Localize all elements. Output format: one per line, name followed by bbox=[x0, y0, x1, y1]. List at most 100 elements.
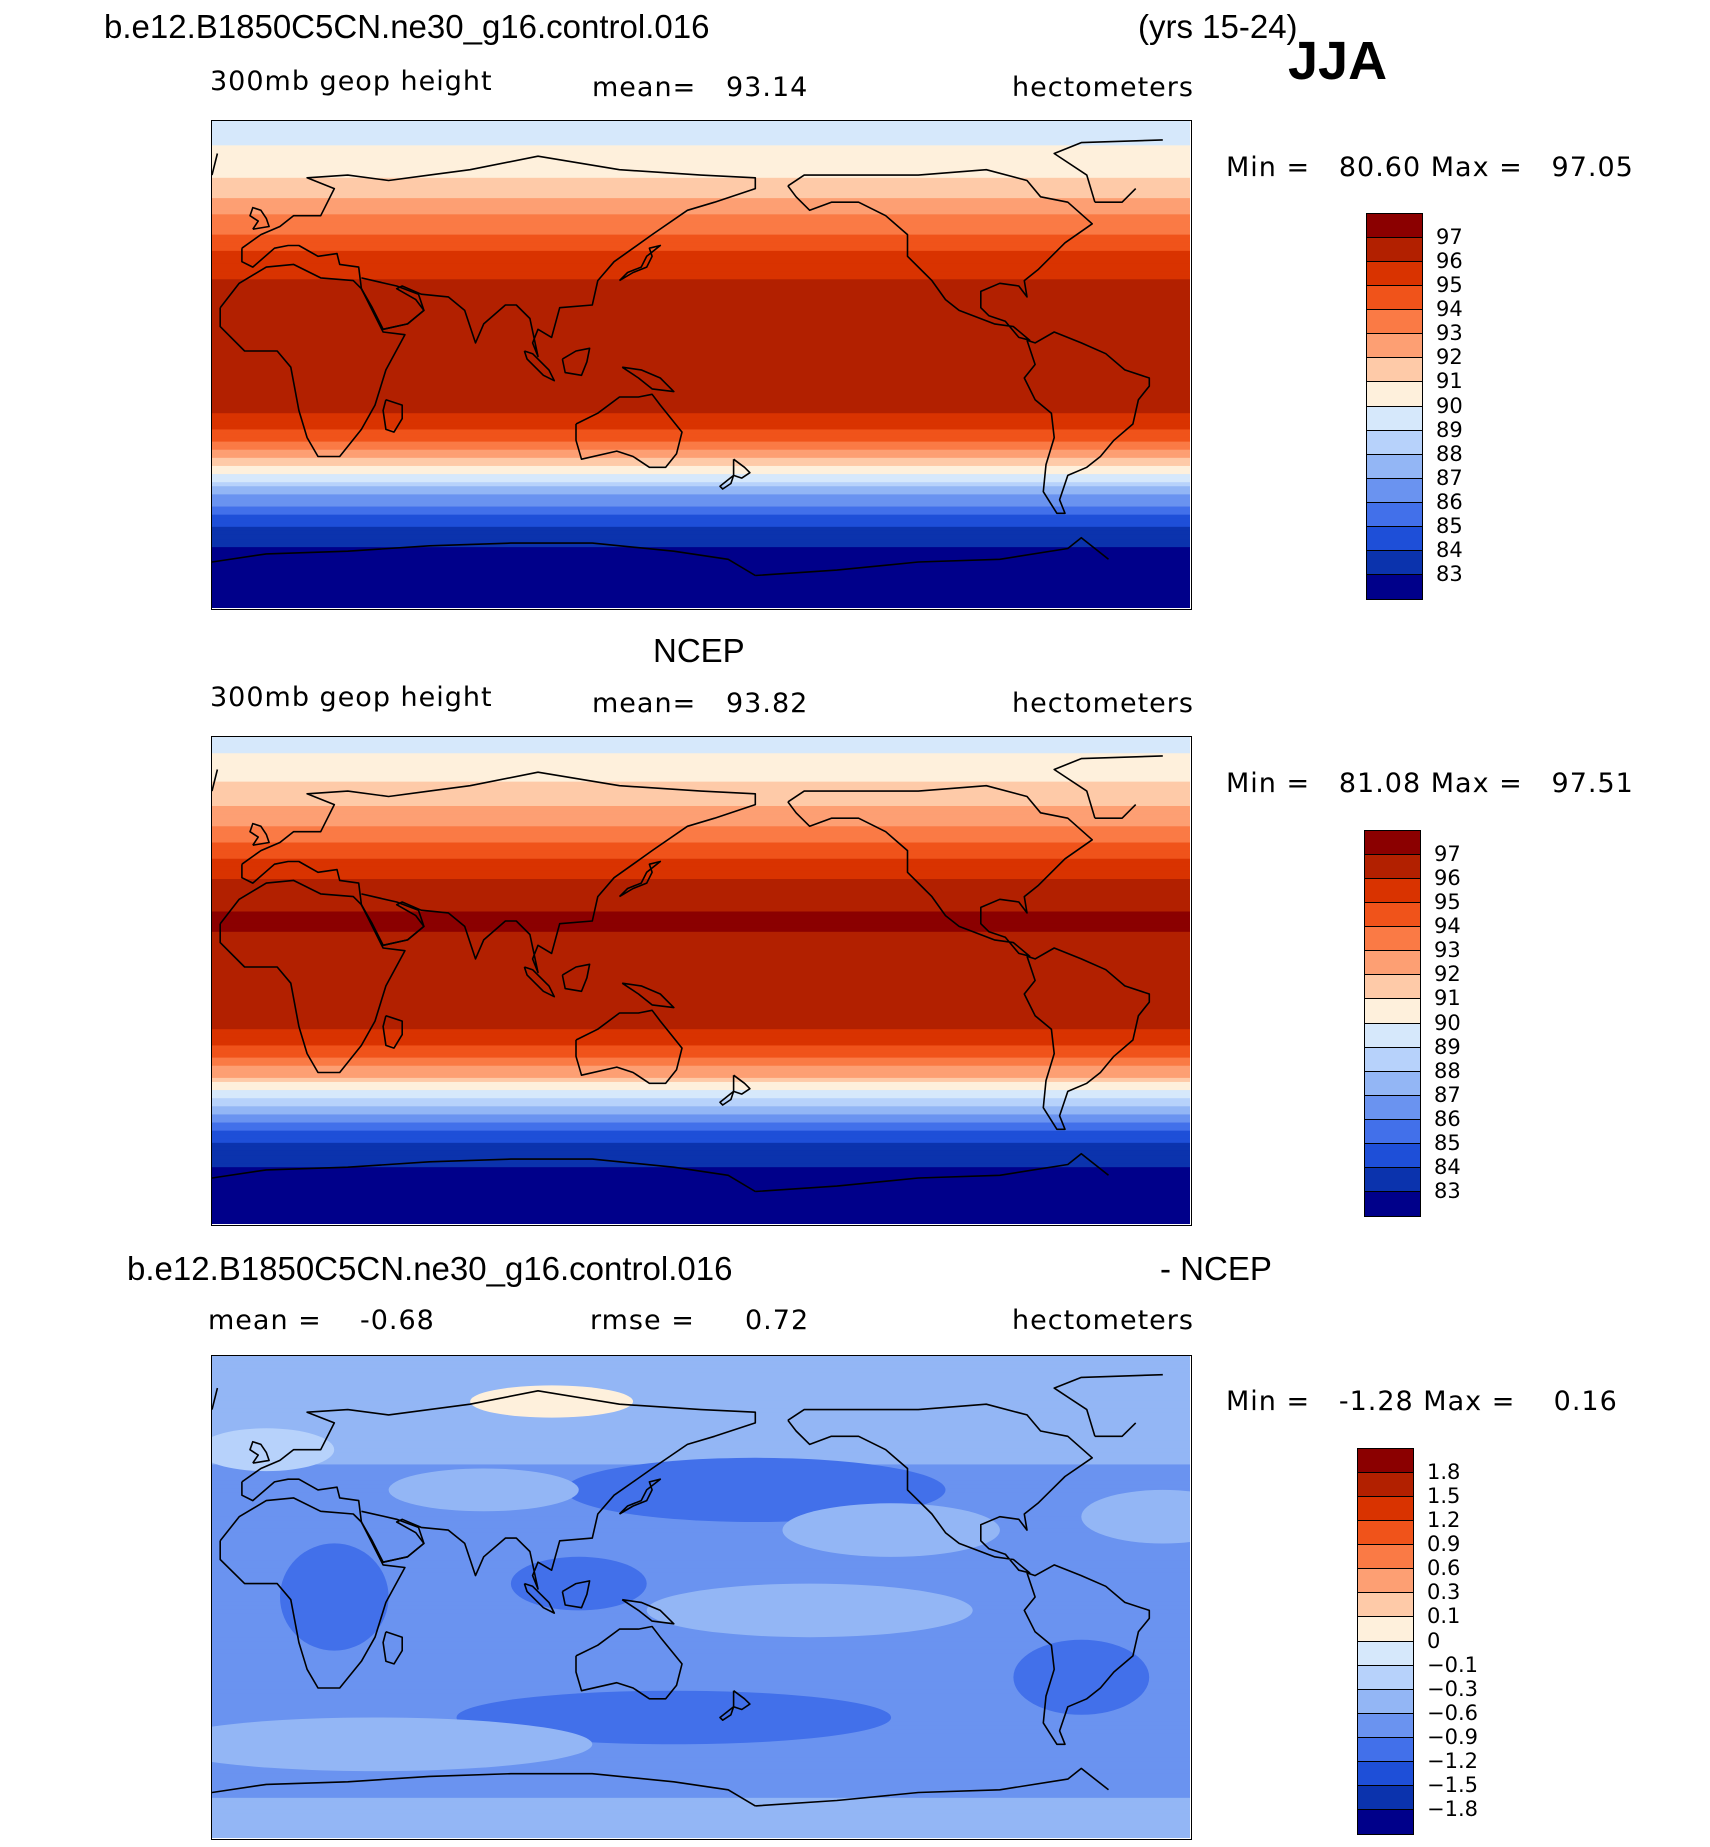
contour-band bbox=[212, 429, 1190, 435]
contour-band bbox=[212, 291, 1190, 297]
contour-band bbox=[212, 502, 1190, 508]
contour-band bbox=[212, 1179, 1190, 1185]
contour-band bbox=[212, 1077, 1190, 1083]
colorbar-cell bbox=[1365, 1191, 1420, 1216]
contour-band bbox=[212, 1793, 1190, 1799]
contour-band bbox=[212, 874, 1190, 880]
colorbar-tick-label: 95 bbox=[1434, 890, 1461, 915]
colorbar-cell bbox=[1358, 1521, 1413, 1546]
colorbar-tick-label: 90 bbox=[1434, 1010, 1461, 1035]
contour-band bbox=[212, 1440, 1190, 1445]
contour-region bbox=[280, 1543, 389, 1651]
contour-band bbox=[212, 518, 1190, 524]
colorbar-cell bbox=[1365, 999, 1420, 1024]
contour-band bbox=[212, 1785, 1190, 1791]
coastline bbox=[621, 982, 675, 1009]
contour-band bbox=[212, 903, 1190, 909]
coastline bbox=[212, 1152, 1109, 1193]
contour-band bbox=[212, 392, 1190, 398]
contour-band bbox=[212, 1825, 1190, 1831]
contour-band bbox=[212, 1219, 1190, 1224]
contour-band bbox=[212, 1094, 1190, 1099]
colorbar-tick-label: 91 bbox=[1434, 986, 1461, 1011]
contour-band bbox=[212, 1138, 1190, 1144]
colorbar-cell bbox=[1367, 262, 1422, 287]
contour-band bbox=[212, 202, 1190, 207]
coastline bbox=[249, 822, 270, 846]
colorbar-tick-label: 90 bbox=[1436, 393, 1463, 418]
contour-band bbox=[212, 1122, 1190, 1128]
contour-band bbox=[212, 242, 1190, 248]
colorbar-tick-label: 83 bbox=[1436, 561, 1463, 586]
contour-band bbox=[212, 1572, 1190, 1578]
contour-band bbox=[212, 498, 1190, 504]
contour-band bbox=[212, 968, 1190, 973]
contour-band bbox=[212, 1408, 1190, 1413]
contour-band bbox=[212, 826, 1190, 831]
contour-band bbox=[212, 976, 1190, 982]
contour-band bbox=[212, 189, 1190, 195]
contour-band bbox=[212, 396, 1190, 402]
contour-band bbox=[212, 579, 1190, 585]
colorbar-cell bbox=[1365, 1119, 1420, 1144]
contour-band bbox=[212, 1548, 1190, 1554]
contour-plot bbox=[212, 121, 1190, 608]
colorbar-cell bbox=[1367, 334, 1422, 359]
contour-band bbox=[212, 437, 1190, 443]
contour-band bbox=[212, 1211, 1190, 1217]
contour-band bbox=[212, 1150, 1190, 1156]
contour-band bbox=[212, 417, 1190, 422]
contour-band bbox=[212, 1081, 1190, 1087]
colorbar-tick-label: 0.3 bbox=[1427, 1580, 1461, 1605]
colorbar-cell bbox=[1367, 478, 1422, 503]
colorbar-tick-label: 1.8 bbox=[1427, 1460, 1461, 1485]
field-label: 300mb geop height bbox=[210, 682, 493, 713]
contour-band bbox=[212, 797, 1190, 803]
coastline bbox=[249, 1440, 270, 1464]
contour-band bbox=[212, 842, 1190, 848]
contour-band bbox=[212, 1528, 1190, 1534]
contour-band bbox=[212, 777, 1190, 783]
contour-band bbox=[212, 1114, 1190, 1120]
contour-band bbox=[212, 563, 1190, 569]
contour-band bbox=[212, 1789, 1190, 1795]
coastline bbox=[212, 1373, 1163, 1438]
contour-band bbox=[212, 810, 1190, 815]
contour-band bbox=[212, 793, 1190, 799]
coastline bbox=[1023, 947, 1151, 1131]
colorbar-cell bbox=[1358, 1569, 1413, 1594]
contour-band bbox=[212, 279, 1190, 284]
contour-band bbox=[212, 1536, 1190, 1542]
map-model bbox=[211, 120, 1192, 610]
contour-band bbox=[212, 433, 1190, 439]
contour-band bbox=[212, 1813, 1190, 1819]
colorbar-tick-label: 94 bbox=[1436, 297, 1463, 322]
colorbar-tick-label: −0.9 bbox=[1427, 1724, 1478, 1749]
contour-band bbox=[212, 964, 1190, 969]
contour-band bbox=[212, 1384, 1190, 1389]
contour-band bbox=[212, 1809, 1190, 1815]
colorbar-tick-label: 0.6 bbox=[1427, 1556, 1461, 1581]
coastline bbox=[241, 771, 757, 974]
coastline bbox=[212, 536, 1109, 577]
coastline bbox=[621, 1598, 675, 1625]
min-max-label: Min = -1.28 Max = 0.16 bbox=[1226, 1386, 1618, 1417]
contour-band bbox=[212, 1753, 1190, 1759]
contour-band bbox=[212, 1380, 1190, 1385]
contour-band bbox=[212, 145, 1190, 151]
coastline bbox=[523, 350, 556, 382]
contour-band bbox=[212, 1098, 1190, 1103]
colorbar-tick-label: 0.1 bbox=[1427, 1604, 1461, 1629]
contour-band bbox=[212, 173, 1190, 179]
colorbar-cell bbox=[1358, 1809, 1413, 1834]
contour-band bbox=[212, 185, 1190, 191]
contour-band bbox=[212, 1175, 1190, 1180]
contour-band bbox=[212, 575, 1190, 581]
contour-band bbox=[212, 287, 1190, 293]
coastline bbox=[719, 1074, 751, 1106]
contour-band bbox=[212, 1368, 1190, 1373]
rmse-label: rmse = bbox=[590, 1305, 695, 1336]
contour-band bbox=[212, 1777, 1190, 1783]
contour-band bbox=[212, 327, 1190, 333]
mean-label: mean= bbox=[592, 72, 697, 103]
